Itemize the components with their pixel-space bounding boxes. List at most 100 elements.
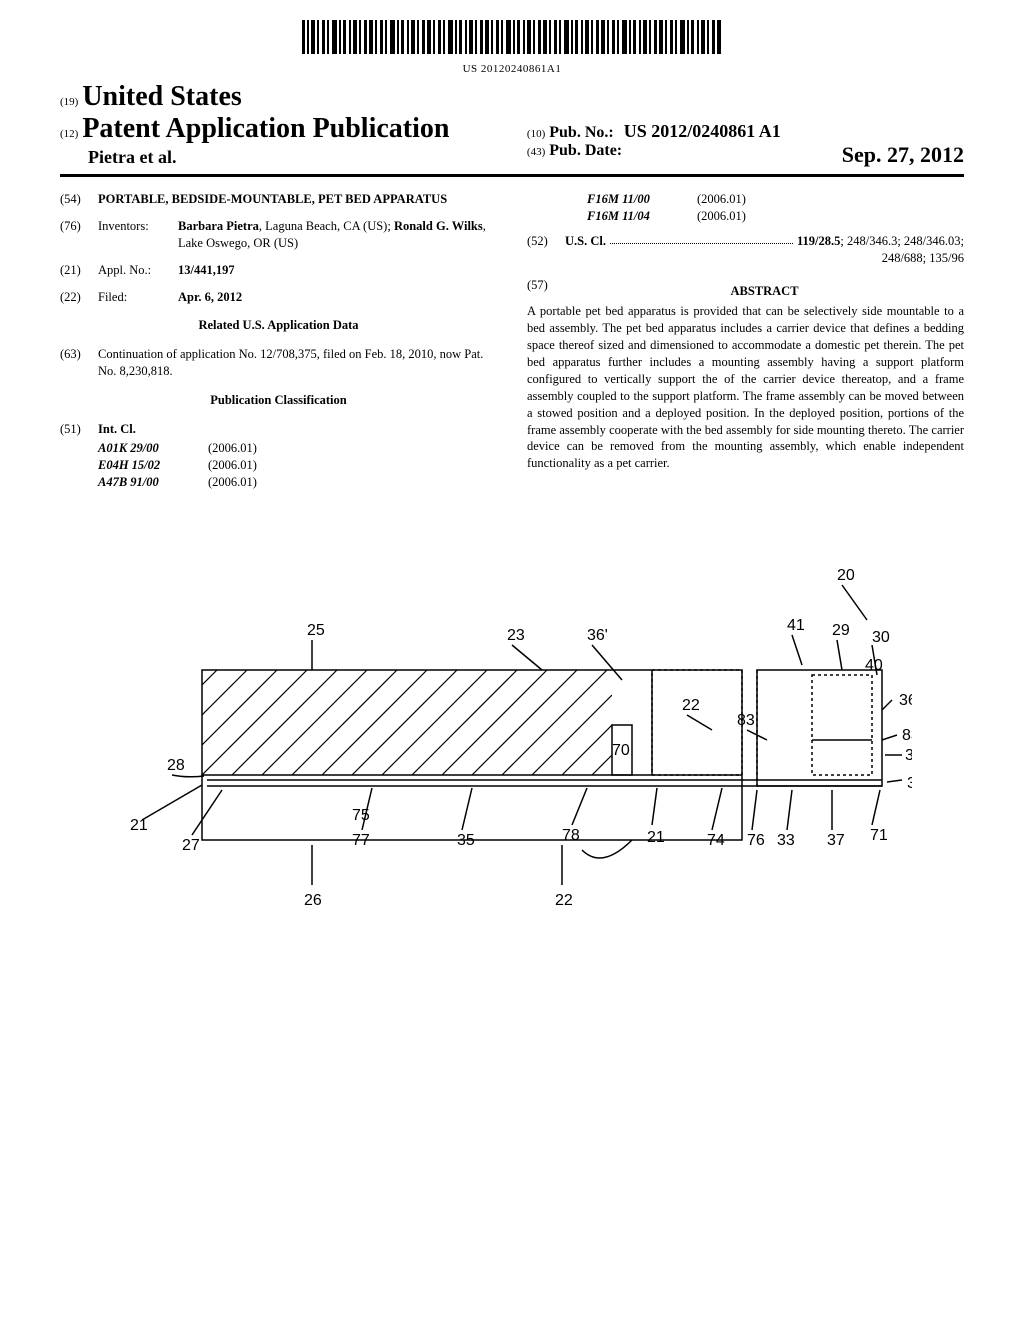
country: United States [82, 81, 241, 112]
inventor-line: Pietra et al. [60, 147, 519, 168]
svg-text:37: 37 [827, 832, 845, 849]
svg-text:20: 20 [837, 567, 855, 584]
uscl-dots [610, 233, 793, 244]
pubno-value: US 2012/0240861 A1 [624, 121, 781, 141]
intcl-ver-r0: (2006.01) [697, 191, 797, 208]
svg-text:28: 28 [167, 757, 185, 774]
inventor-name-2: Ronald G. Wilks [394, 219, 483, 233]
header-row: (19) United States (12) Patent Applicati… [60, 81, 964, 168]
figure-labels: 20 21 27 28 25 23 36' 22 83 41 29 40 30 … [130, 567, 912, 909]
svg-text:30: 30 [872, 629, 890, 646]
patent-figure: 20 21 27 28 25 23 36' 22 83 41 29 40 30 … [60, 540, 964, 985]
intcl-row: (51) Int. Cl. [60, 421, 497, 438]
uscl-line1: U.S. Cl. 119/28.5; 248/346.3; 248/346.03… [565, 233, 964, 250]
pubdate-value: Sep. 27, 2012 [842, 142, 964, 168]
svg-text:71: 71 [870, 827, 888, 844]
intcl-label-text: Int. Cl. [98, 422, 136, 436]
applno-label: Appl. No.: [98, 262, 178, 279]
pubdate-label: Pub. Date: [549, 142, 622, 159]
related-heading: Related U.S. Application Data [60, 317, 497, 334]
filed-code: (22) [60, 289, 98, 306]
applno-row: (21) Appl. No.: 13/441,197 [60, 262, 497, 279]
intcl-code-r1: F16M 11/04 [587, 208, 697, 225]
intcl-code-1: E04H 15/02 [98, 457, 208, 474]
svg-text:36': 36' [587, 627, 608, 644]
applno-value-text: 13/441,197 [178, 263, 235, 277]
header-left: (19) United States (12) Patent Applicati… [60, 81, 519, 168]
intcl-ver-1: (2006.01) [208, 457, 308, 474]
intcl-item: F16M 11/04(2006.01) [587, 208, 964, 225]
intcl-table-right: F16M 11/00(2006.01) F16M 11/04(2006.01) [587, 191, 964, 225]
barcode-block: US 20120240861A1 [60, 20, 964, 75]
country-code: (19) [60, 96, 78, 108]
pub-type: Patent Application Publication [82, 113, 449, 144]
header-rule [60, 174, 964, 177]
uscl-row: (52) U.S. Cl. 119/28.5; 248/346.3; 248/3… [527, 233, 964, 267]
intcl-code-0: A01K 29/00 [98, 440, 208, 457]
inventors-code: (76) [60, 218, 98, 252]
barcode-graphic [302, 20, 722, 58]
uscl-code: (52) [527, 233, 565, 267]
svg-text:78: 78 [562, 827, 580, 844]
svg-text:83: 83 [737, 712, 755, 729]
svg-text:74: 74 [707, 832, 725, 849]
pub-type-code: (12) [60, 128, 78, 140]
inventor-loc-1: , Laguna Beach, CA (US); [259, 219, 394, 233]
svg-text:76: 76 [747, 832, 765, 849]
filed-value-text: Apr. 6, 2012 [178, 290, 242, 304]
title-row: (54) PORTABLE, BEDSIDE-MOUNTABLE, PET BE… [60, 191, 497, 208]
svg-text:22: 22 [682, 697, 700, 714]
intcl-code: (51) [60, 421, 98, 438]
filed-row: (22) Filed: Apr. 6, 2012 [60, 289, 497, 306]
pubno-label: Pub. No.: [549, 124, 613, 141]
continuation-code: (63) [60, 346, 98, 380]
intcl-item: F16M 11/00(2006.01) [587, 191, 964, 208]
intcl-table-left: A01K 29/00(2006.01) E04H 15/02(2006.01) … [98, 440, 497, 491]
svg-text:40: 40 [865, 657, 883, 674]
intcl-item: A01K 29/00(2006.01) [98, 440, 497, 457]
invention-title: PORTABLE, BEDSIDE-MOUNTABLE, PET BED APP… [98, 191, 497, 208]
svg-text:70: 70 [612, 742, 630, 759]
svg-text:31: 31 [907, 775, 912, 792]
svg-text:25: 25 [307, 622, 325, 639]
abstract-code: (57) [527, 277, 565, 304]
uscl-val-1: 119/28.5; 248/346.3; 248/346.03; [797, 233, 964, 250]
applno-value: 13/441,197 [178, 262, 497, 279]
intcl-code-2: A47B 91/00 [98, 474, 208, 491]
figure-svg: 20 21 27 28 25 23 36' 22 83 41 29 40 30 … [112, 540, 912, 980]
continuation-row: (63) Continuation of application No. 12/… [60, 346, 497, 380]
inventors-row: (76) Inventors: Barbara Pietra, Laguna B… [60, 218, 497, 252]
svg-text:75: 75 [352, 807, 370, 824]
abstract-text: A portable pet bed apparatus is provided… [527, 303, 964, 472]
intcl-item: E04H 15/02(2006.01) [98, 457, 497, 474]
svg-text:23: 23 [507, 627, 525, 644]
continuation-text: Continuation of application No. 12/708,3… [98, 346, 497, 380]
svg-text:27: 27 [182, 837, 200, 854]
uscl-label: U.S. Cl. [565, 233, 606, 250]
filed-label: Filed: [98, 289, 178, 306]
barcode-number: US 20120240861A1 [60, 63, 964, 75]
title-code: (54) [60, 191, 98, 208]
intcl-ver-0: (2006.01) [208, 440, 308, 457]
uscl-val-1c: ; 248/346.3; 248/346.03; [840, 234, 964, 248]
uscl-line2: 248/688; 135/96 [565, 250, 964, 267]
intcl-ver-2: (2006.01) [208, 474, 308, 491]
svg-text:77: 77 [352, 832, 370, 849]
abstract-label: ABSTRACT [565, 283, 964, 300]
svg-text:35: 35 [457, 832, 475, 849]
right-column: F16M 11/00(2006.01) F16M 11/04(2006.01) … [527, 191, 964, 490]
pubclass-heading: Publication Classification [60, 392, 497, 409]
svg-text:29: 29 [832, 622, 850, 639]
patent-page: US 20120240861A1 (19) United States (12)… [0, 0, 1024, 1025]
inventor-name-1: Barbara Pietra [178, 219, 259, 233]
intcl-item: A47B 91/00(2006.01) [98, 474, 497, 491]
left-column: (54) PORTABLE, BEDSIDE-MOUNTABLE, PET BE… [60, 191, 497, 490]
svg-text:21: 21 [647, 829, 665, 846]
pubno-code: (10) [527, 128, 545, 140]
intcl-code-r0: F16M 11/00 [587, 191, 697, 208]
uscl-val-1b: 119/28.5 [797, 234, 840, 248]
svg-text:36: 36 [899, 692, 912, 709]
inventors-value: Barbara Pietra, Laguna Beach, CA (US); R… [178, 218, 497, 252]
svg-text:83: 83 [902, 727, 912, 744]
intcl-label: Int. Cl. [98, 421, 497, 438]
